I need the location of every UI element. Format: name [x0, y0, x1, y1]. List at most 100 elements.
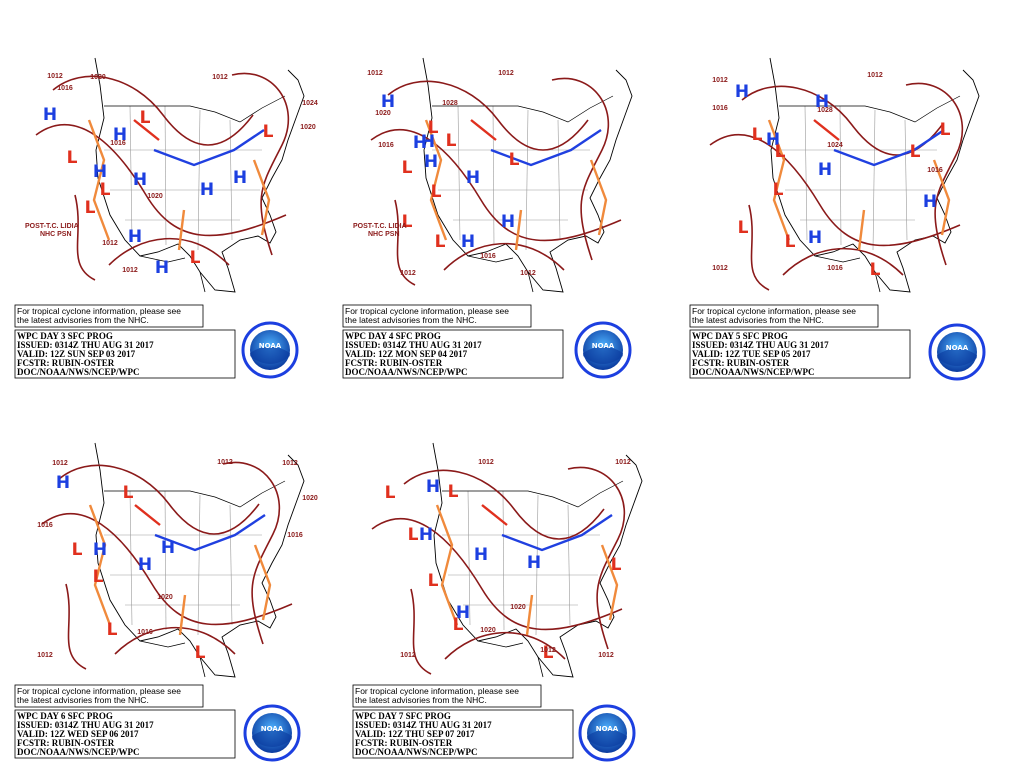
- pressure-center: L: [435, 232, 446, 252]
- product-line: WPC DAY 5 SFC PROG: [692, 331, 788, 341]
- isobar: [567, 466, 626, 650]
- front: [435, 504, 459, 626]
- isobar: [370, 128, 622, 242]
- storm-note: POST-T.C. LIDIA: [353, 223, 407, 230]
- state-line: [535, 494, 539, 636]
- pressure-center: H: [735, 82, 749, 102]
- isobar: [371, 517, 623, 631]
- front: [88, 504, 112, 626]
- isobar-label: 1012: [540, 647, 556, 654]
- isobar-label: 1028: [442, 100, 458, 107]
- product-line: FCSTR: RUBIN-OSTER: [692, 358, 790, 368]
- pressure-center: H: [43, 105, 57, 125]
- product-line: FCSTR: RUBIN-OSTER: [17, 738, 115, 748]
- pressure-center: L: [100, 180, 111, 200]
- front: [177, 209, 186, 251]
- pressure-center: H: [466, 168, 480, 188]
- front: [134, 504, 161, 526]
- pressure-center: L: [870, 260, 881, 280]
- isobar-label: 1016: [287, 532, 303, 539]
- state-line: [492, 105, 495, 246]
- pressure-center: L: [509, 150, 520, 170]
- pressure-center: L: [910, 142, 921, 162]
- pressure-center: H: [808, 228, 822, 248]
- product-line: FCSTR: RUBIN-OSTER: [355, 738, 453, 748]
- noaa-gull: [252, 729, 292, 747]
- product-line: FCSTR: RUBIN-OSTER: [17, 358, 115, 368]
- pressure-center: L: [453, 615, 464, 635]
- front: [178, 594, 187, 636]
- isobar: [748, 204, 770, 291]
- pressure-center: H: [461, 232, 475, 252]
- state-line: [557, 119, 561, 241]
- notice-line: the latest advisories from the NHC.: [355, 695, 487, 705]
- coastline: [467, 255, 534, 293]
- pressure-center: H: [426, 477, 440, 497]
- state-line: [164, 490, 167, 631]
- noaa-gull: [937, 348, 977, 366]
- isobar-label: 1016: [378, 142, 394, 149]
- notice-box: [14, 304, 204, 328]
- state-line: [467, 490, 471, 626]
- isobar-label: 1012: [615, 459, 631, 466]
- pressure-center: L: [402, 158, 413, 178]
- notice-line: For tropical cyclone information, please…: [355, 686, 519, 696]
- pressure-center: L: [428, 118, 439, 138]
- notice-box: [14, 684, 204, 708]
- product-box: [689, 329, 911, 379]
- isobar-label: 1012: [400, 652, 416, 659]
- pressure-center: L: [67, 148, 78, 168]
- isobar: [114, 626, 236, 655]
- product-line: DOC/NOAA/NWS/NCEP/WPC: [17, 367, 140, 377]
- isobar-label: 1016: [927, 167, 943, 174]
- isobar-label: 1020: [300, 124, 316, 131]
- coastline: [769, 57, 980, 293]
- isobar: [108, 237, 230, 266]
- front: [833, 129, 945, 167]
- product-line: VALID: 12Z SUN SEP 03 2017: [17, 349, 136, 359]
- isobar: [551, 77, 610, 261]
- coastline: [139, 640, 206, 678]
- pressure-center: L: [428, 571, 439, 591]
- pressure-center: L: [107, 620, 118, 640]
- product-line: VALID: 12Z THU SEP 07 2017: [355, 729, 475, 739]
- pressure-center: H: [113, 125, 127, 145]
- isobar: [222, 461, 281, 645]
- pressure-center: L: [85, 198, 96, 218]
- isobar: [394, 199, 416, 286]
- state-line: [502, 490, 505, 631]
- storm-note: NHC PSN: [40, 231, 72, 238]
- border: [432, 95, 614, 123]
- isobar: [35, 123, 287, 237]
- product-line: FCSTR: RUBIN-OSTER: [345, 358, 443, 368]
- pressure-center: L: [940, 120, 951, 140]
- coastline: [94, 442, 305, 678]
- pressure-center: H: [56, 473, 70, 493]
- isobar-label: 1020: [375, 110, 391, 117]
- isobar-label: 1012: [400, 270, 416, 277]
- isobar-label: 1020: [510, 604, 526, 611]
- border: [104, 95, 286, 123]
- product-line: VALID: 12Z TUE SEP 05 2017: [692, 349, 811, 359]
- state-line: [457, 105, 461, 241]
- pressure-center: H: [501, 212, 515, 232]
- state-line: [567, 504, 571, 626]
- pressure-center: H: [93, 162, 107, 182]
- isobar-label: 1012: [498, 70, 514, 77]
- product-box: [14, 709, 236, 759]
- pressure-center: H: [233, 168, 247, 188]
- state-line: [839, 105, 842, 246]
- isobar: [387, 80, 589, 151]
- product-line: ISSUED: 0314Z THU AUG 31 2017: [17, 720, 154, 730]
- border: [442, 480, 624, 508]
- isobar-label: 1012: [122, 267, 138, 274]
- isobar-label: 1012: [712, 77, 728, 84]
- isobar-label: 1012: [52, 460, 68, 467]
- isobar-label: 1016: [110, 140, 126, 147]
- noaa-logo-text: NOAA: [592, 342, 615, 350]
- pressure-center: L: [785, 232, 796, 252]
- product-line: VALID: 12Z MON SEP 04 2017: [345, 349, 468, 359]
